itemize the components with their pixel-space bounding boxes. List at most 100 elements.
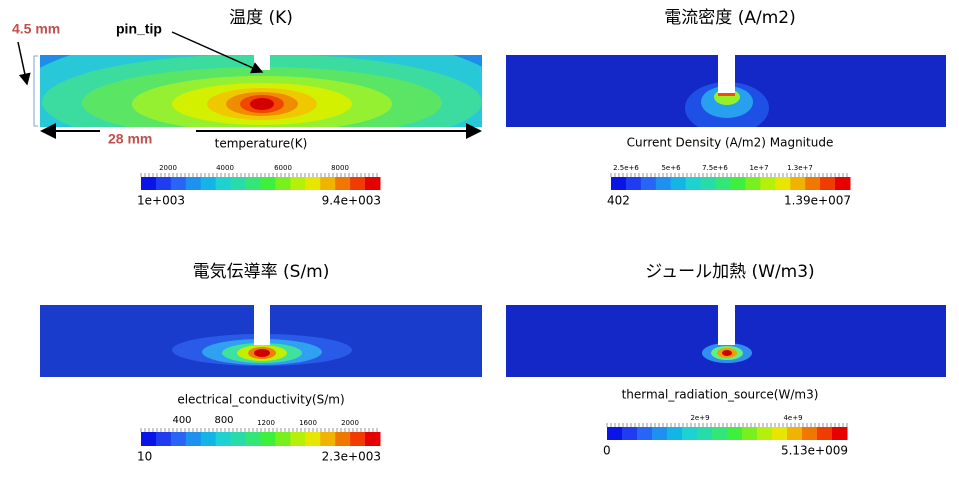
colorbar-max: 5.13e+009 xyxy=(781,444,848,458)
colorbar-cell xyxy=(365,432,381,446)
colorbar-cell xyxy=(275,432,291,446)
colorbar-cell xyxy=(817,427,833,440)
colorbar-tick-label: 6000 xyxy=(274,164,292,172)
colorbar-cell xyxy=(715,177,731,190)
colorbar-cell xyxy=(365,177,381,190)
colorbar-cell xyxy=(230,177,247,190)
colorbar-cell xyxy=(607,427,623,440)
colorbar-tick-label: 400 xyxy=(172,415,191,426)
joule-field xyxy=(506,305,946,377)
colorbar-cell xyxy=(200,432,217,446)
panel-title: 温度 (K) xyxy=(229,8,293,28)
colorbar-cell xyxy=(305,177,321,190)
colorbar-min: 10 xyxy=(137,450,152,464)
colorbar-tick-label: 5e+6 xyxy=(661,164,681,172)
colorbar-cell xyxy=(727,427,743,440)
colorbar-cell xyxy=(787,427,803,440)
colorbar-min: 1e+003 xyxy=(137,194,185,208)
colorbar-cell xyxy=(682,427,698,440)
colorbar-cell xyxy=(772,427,788,440)
colorbar-cell xyxy=(185,432,202,446)
field-label: electrical_conductivity(S/m) xyxy=(177,393,344,407)
colorbar-tick-label: 4000 xyxy=(216,164,234,172)
colorbar-cell xyxy=(155,432,172,446)
colorbar-tick-label: 2000 xyxy=(341,419,359,427)
colorbar-cell xyxy=(760,177,776,190)
height-annotation: 4.5 mm xyxy=(12,21,60,37)
colorbar-cell xyxy=(742,427,758,440)
colorbar-cell xyxy=(335,177,351,190)
field-label: temperature(K) xyxy=(215,137,308,151)
colorbar-cell xyxy=(652,427,668,440)
colorbar-cell xyxy=(141,177,157,190)
colorbar-tick-label: 1e+7 xyxy=(749,164,768,172)
colorbar-max: 1.39e+007 xyxy=(784,194,851,208)
colorbar-cell xyxy=(350,432,366,446)
colorbar-tick-label: 2.5e+6 xyxy=(613,164,639,172)
colorbar-cell xyxy=(637,427,653,440)
colorbar-cell xyxy=(215,432,232,446)
colorbar-cell xyxy=(185,177,202,190)
colorbar-tick-label: 1200 xyxy=(257,419,275,427)
colorbar-cell xyxy=(230,432,247,446)
colorbar-cell xyxy=(622,427,638,440)
colorbar-cell xyxy=(275,177,291,190)
conductivity-field xyxy=(40,305,482,377)
colorbar-cell xyxy=(290,177,306,190)
colorbar-cell xyxy=(712,427,728,440)
pin-annotation: pin_tip xyxy=(116,21,162,37)
colorbar-cell xyxy=(260,432,276,446)
colorbar-tick-label: 4e+9 xyxy=(783,414,802,422)
colorbar-cell xyxy=(305,432,321,446)
colorbar-max: 9.4e+003 xyxy=(322,194,381,208)
colorbar-cell xyxy=(685,177,702,190)
colorbar-cell xyxy=(820,177,836,190)
colorbar-cell xyxy=(170,432,187,446)
colorbar-cell xyxy=(697,427,713,440)
colorbar-cell xyxy=(625,177,642,190)
colorbar-min: 0 xyxy=(603,444,611,458)
field-label: thermal_radiation_source(W/m3) xyxy=(622,388,819,402)
colorbar-cell xyxy=(350,177,366,190)
arrow xyxy=(171,31,264,74)
colorbar-cell xyxy=(290,432,306,446)
colorbar-cell xyxy=(805,177,821,190)
colorbar-tick-label: 2000 xyxy=(159,164,177,172)
colorbar-cell xyxy=(670,177,687,190)
colorbar-cell xyxy=(215,177,232,190)
panel-title: 電気伝導率 (S/m) xyxy=(193,262,330,282)
panel-title: ジュール加熱 (W/m3) xyxy=(645,262,814,282)
colorbar-cell xyxy=(320,432,336,446)
colorbar-tick-label: 1600 xyxy=(299,419,317,427)
temperature-field xyxy=(40,55,482,127)
colorbar-cell xyxy=(835,177,851,190)
colorbar-min: 402 xyxy=(607,194,630,208)
colorbar-cell xyxy=(141,432,157,446)
colorbar-cell xyxy=(790,177,806,190)
arrow xyxy=(17,41,31,86)
current-density-field xyxy=(506,55,946,127)
colorbar-tick-label: 2e+9 xyxy=(690,414,709,422)
colorbar-cell xyxy=(667,427,683,440)
colorbar-cell xyxy=(170,177,187,190)
colorbar-cell xyxy=(155,177,172,190)
panel-title: 電流密度 (A/m2) xyxy=(664,8,795,28)
colorbar-cell xyxy=(640,177,657,190)
colorbar-tick-label: 800 xyxy=(214,415,233,426)
colorbar-tick-label: 1.3e+7 xyxy=(787,164,813,172)
colorbar-cell xyxy=(802,427,818,440)
colorbar-tick-label: 8000 xyxy=(331,164,349,172)
colorbar-cell xyxy=(775,177,791,190)
colorbar-cell xyxy=(655,177,672,190)
colorbar-cell xyxy=(745,177,761,190)
colorbar-cell xyxy=(320,177,336,190)
colorbar-cell xyxy=(611,177,627,190)
colorbar-cell xyxy=(245,177,261,190)
colorbar-cell xyxy=(757,427,773,440)
width-annotation: 28 mm xyxy=(108,131,152,147)
colorbar-cell xyxy=(260,177,276,190)
field-label: Current Density (A/m2) Magnitude xyxy=(627,136,834,150)
colorbar-cell xyxy=(730,177,746,190)
colorbar-cell xyxy=(245,432,261,446)
